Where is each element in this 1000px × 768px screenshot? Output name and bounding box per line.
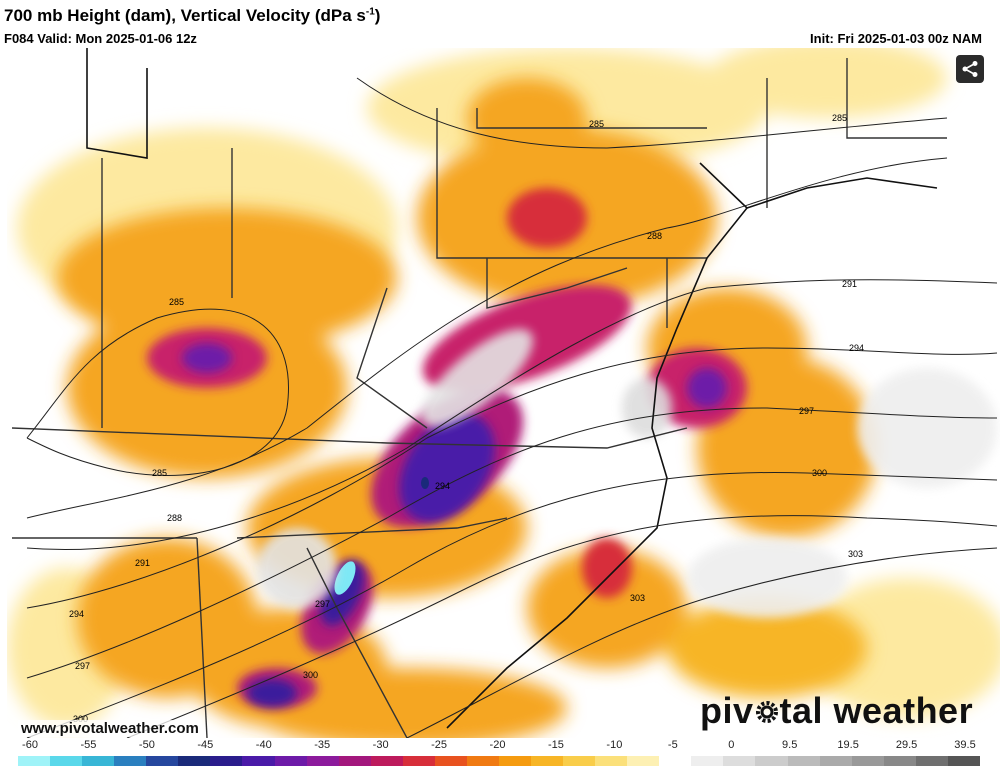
colorbar-tick-label: -15 xyxy=(547,739,564,751)
colorbar-swatch xyxy=(402,756,435,766)
colorbar-swatch xyxy=(755,756,788,766)
contour-label: 297 xyxy=(75,661,90,671)
ascent-core-small xyxy=(421,477,429,489)
contour-label: 285 xyxy=(169,297,184,307)
contour-label: 285 xyxy=(589,119,604,129)
colorbar-swatch xyxy=(595,756,628,766)
share-icon xyxy=(962,61,978,77)
pivotal-weather-logo: piv tal weather xyxy=(700,690,974,731)
forecast-map[interactable]: 285 285 285 288 291 294 297 300 303 285 … xyxy=(7,48,1000,738)
contour-label: 291 xyxy=(842,279,857,289)
contour-label: 285 xyxy=(832,113,847,123)
colorbar-tick-label: -55 xyxy=(80,739,97,751)
contour-label: 294 xyxy=(69,609,84,619)
colorbar-swatch xyxy=(723,756,756,766)
contour-label: 300 xyxy=(812,468,827,478)
contour-label: 291 xyxy=(135,558,150,568)
colorbar-swatch xyxy=(146,756,179,766)
website-link[interactable]: www.pivotalweather.com xyxy=(18,720,202,737)
map-canvas: 285 285 285 288 291 294 297 300 303 285 … xyxy=(7,48,1000,738)
colorbar-swatch xyxy=(659,756,692,766)
colorbar-tick-label: -25 xyxy=(431,739,448,751)
colorbar-swatch xyxy=(915,756,948,766)
contour-label: 303 xyxy=(848,549,863,559)
colorbar-tick-label: -40 xyxy=(255,739,272,751)
colorbar-tick-label: -35 xyxy=(314,739,331,751)
colorbar-swatch xyxy=(947,756,980,766)
colorbar-swatch xyxy=(787,756,820,766)
colorbar xyxy=(18,756,980,766)
init-time: Init: Fri 2025-01-03 00z NAM xyxy=(810,31,982,46)
colorbar-tick-label: 9.5 xyxy=(782,739,798,751)
colorbar-swatch xyxy=(498,756,531,766)
colorbar-tick-label: -20 xyxy=(489,739,506,751)
map-title: 700 mb Height (dam), Vertical Velocity (… xyxy=(4,6,381,25)
colorbar-swatch xyxy=(370,756,403,766)
coastline xyxy=(86,48,938,729)
height-contours xyxy=(26,77,998,738)
colorbar-swatch xyxy=(883,756,916,766)
colorbar-swatch xyxy=(466,756,499,766)
state-borders xyxy=(11,58,947,738)
colorbar-swatch xyxy=(50,756,83,766)
share-button[interactable] xyxy=(956,55,984,83)
colorbar-swatch xyxy=(242,756,275,766)
colorbar-swatch xyxy=(531,756,564,766)
colorbar-swatch xyxy=(178,756,211,766)
colorbar-swatch xyxy=(563,756,596,766)
colorbar-swatch xyxy=(210,756,243,766)
contour-label: 285 xyxy=(152,468,167,478)
contour-label: 294 xyxy=(849,343,864,353)
colorbar-tick-label: 39.5 xyxy=(954,739,976,751)
valid-time: F084 Valid: Mon 2025-01-06 12z xyxy=(4,31,197,46)
colorbar-swatch xyxy=(434,756,467,766)
colorbar-tick-label: 0 xyxy=(728,739,735,751)
colorbar-tick-label: -30 xyxy=(372,739,389,751)
colorbar-tick-label: -60 xyxy=(22,739,38,751)
map-header: 700 mb Height (dam), Vertical Velocity (… xyxy=(0,0,1000,48)
colorbar-tick-label: -10 xyxy=(606,739,623,751)
colorbar-swatch xyxy=(306,756,339,766)
colorbar-ticks: -60 -55 -50 -45 -40 -35 -30 -25 -20 -15 -10 -5 0 9.5 1… xyxy=(0,739,1000,755)
contour-label-group: 285 285 285 288 291 294 297 300 303 285 … xyxy=(69,113,864,724)
colorbar-tick-label: -5 xyxy=(667,739,678,751)
colorbar-tick-label: -45 xyxy=(197,739,214,751)
colorbar-swatch xyxy=(819,756,852,766)
gear-icon xyxy=(755,701,778,723)
contour-label: 297 xyxy=(315,599,330,609)
colorbar-swatch xyxy=(851,756,884,766)
colorbar-tick-label: 19.5 xyxy=(837,739,859,751)
contour-label: 300 xyxy=(303,670,318,680)
contour-label: 294 xyxy=(435,481,450,491)
colorbar-swatch xyxy=(114,756,147,766)
colorbar-tick-label: -50 xyxy=(138,739,155,751)
max-ascent-core xyxy=(334,561,356,595)
colorbar-swatch xyxy=(627,756,660,766)
subsidence-field xyxy=(257,329,997,618)
contour-label: 300 xyxy=(73,714,88,724)
colorbar-tick-label: 29.5 xyxy=(895,739,918,751)
contour-label: 288 xyxy=(167,513,182,523)
colorbar-swatch xyxy=(338,756,371,766)
colorbar-swatch xyxy=(274,756,307,766)
colorbar-swatch xyxy=(82,756,115,766)
contour-label: 288 xyxy=(647,231,662,241)
contour-label: 297 xyxy=(799,406,814,416)
colorbar-swatch xyxy=(18,756,51,766)
colorbar-swatch xyxy=(691,756,724,766)
contour-label: 303 xyxy=(630,593,645,603)
